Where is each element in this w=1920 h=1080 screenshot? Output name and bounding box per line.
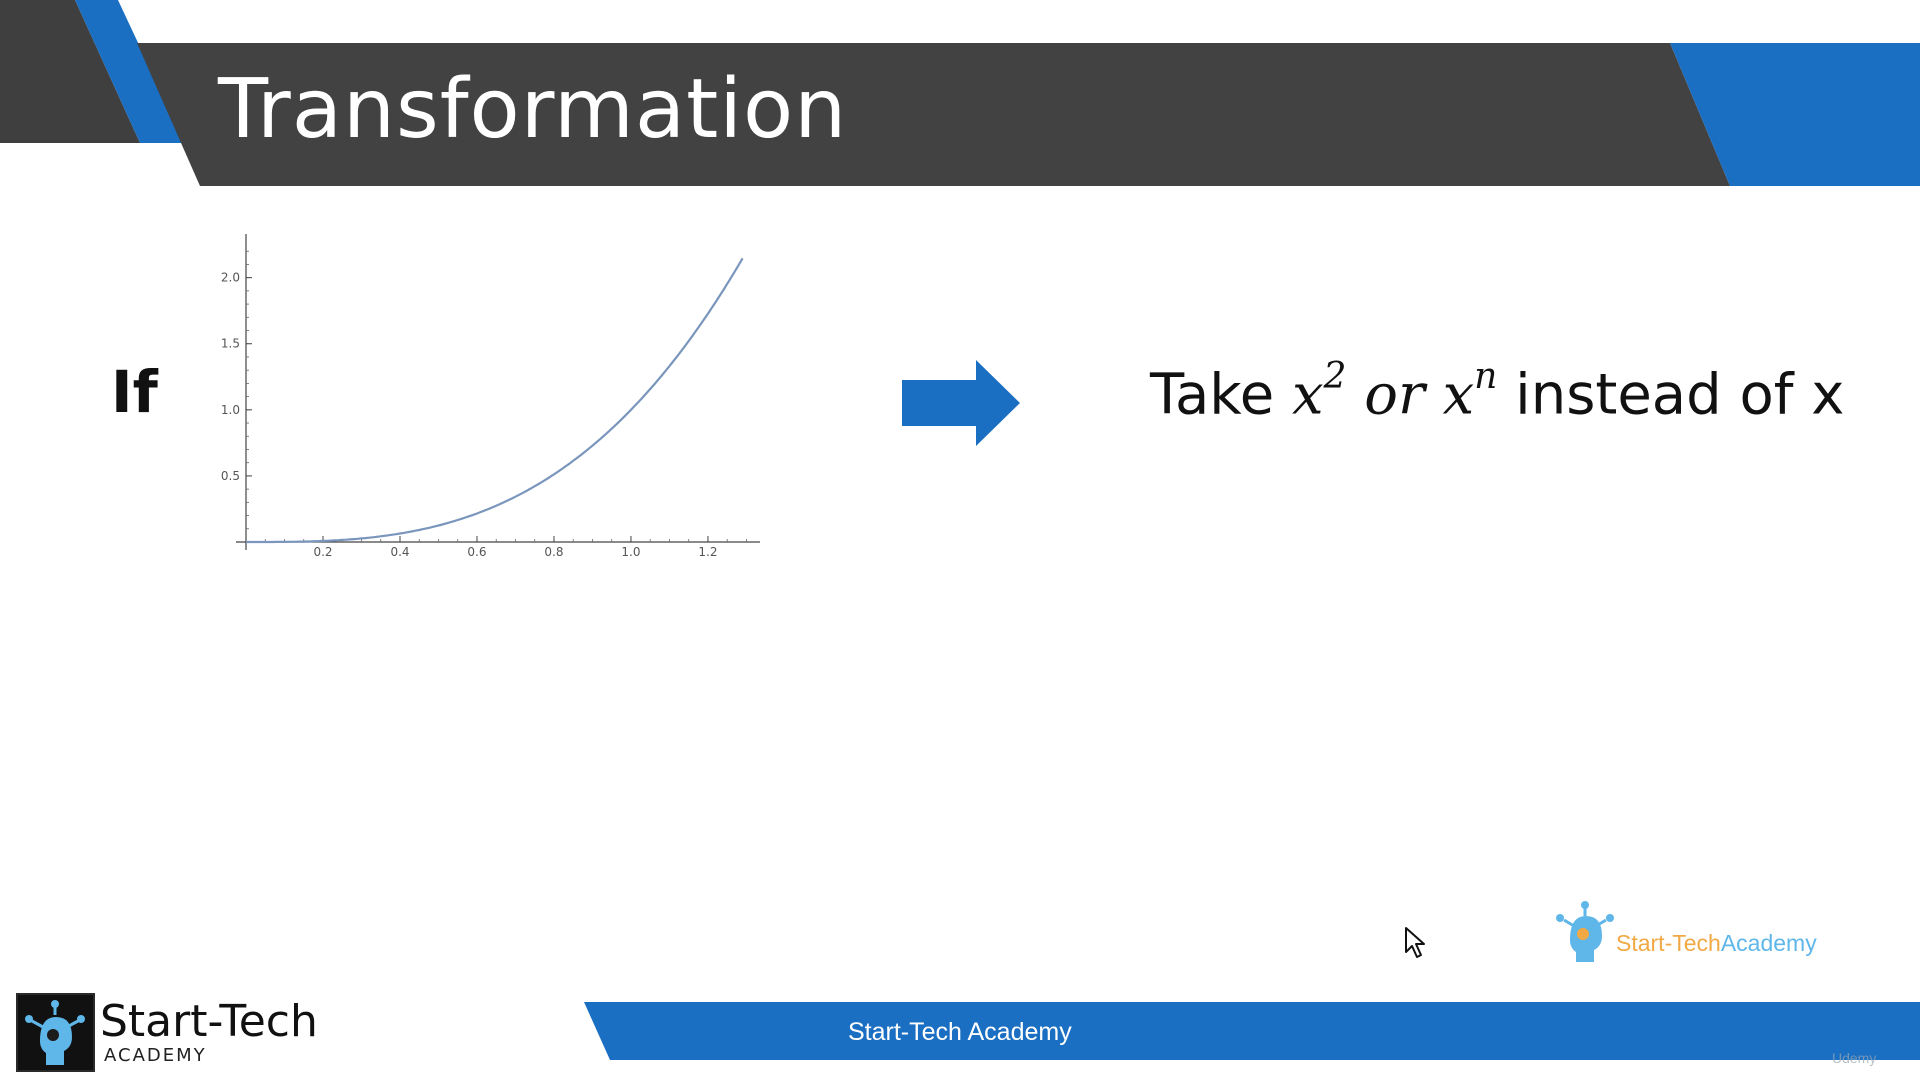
x-tick-label: 1.2 xyxy=(698,545,717,559)
x-tick-label: 0.8 xyxy=(544,545,563,559)
y-tick-label: 1.0 xyxy=(221,403,240,417)
x-tick-label: 0.2 xyxy=(313,545,332,559)
x-variable-1: x xyxy=(1291,362,1324,428)
header-band xyxy=(0,0,1920,190)
corner-logo-part2: Academy xyxy=(1720,930,1817,956)
footer-logo-name: Start-Tech xyxy=(100,996,318,1047)
series-line xyxy=(246,257,744,544)
exponent-n: n xyxy=(1474,356,1498,397)
exponent-2: 2 xyxy=(1323,356,1347,397)
footer-logo-sub: ACADEMY xyxy=(104,1045,207,1066)
footer-logo xyxy=(16,993,95,1072)
statement-tail: instead of x xyxy=(1515,362,1845,428)
x-tick-label: 0.6 xyxy=(467,545,486,559)
if-label: If xyxy=(111,358,158,426)
robot-head-logo-icon xyxy=(1556,901,1614,962)
mouse-cursor-icon xyxy=(1405,927,1425,958)
corner-logo-part1: Start-Tech xyxy=(1616,930,1721,956)
power-curve-chart: 0.2 0.4 0.6 0.8 1.0 1.2 0.5 1.0 1.5 2.0 xyxy=(221,234,760,559)
y-tick-label: 0.5 xyxy=(221,469,240,483)
chart-ticks: 0.2 0.4 0.6 0.8 1.0 1.2 0.5 1.0 1.5 2.0 xyxy=(221,271,718,559)
x-tick-label: 1.0 xyxy=(621,545,640,559)
or-word: or xyxy=(1364,362,1425,428)
transformation-statement: Take x2 or xn instead of x xyxy=(1150,356,1845,428)
footer-text: Start-Tech Academy xyxy=(848,1018,1072,1046)
take-word: Take xyxy=(1150,362,1275,428)
x-variable-2: x xyxy=(1442,362,1475,428)
y-tick-label: 2.0 xyxy=(221,271,240,285)
footer-band xyxy=(584,1002,1920,1060)
robot-head-logo-icon xyxy=(25,1000,85,1065)
corner-logo-text: Start-TechAcademy xyxy=(1616,930,1817,957)
x-tick-label: 0.4 xyxy=(390,545,409,559)
udemy-watermark: Udemy xyxy=(1832,1050,1877,1066)
chart-series xyxy=(245,251,747,544)
chart-axes xyxy=(236,234,760,550)
slide-title: Transformation xyxy=(218,62,848,157)
y-tick-label: 1.5 xyxy=(221,337,240,351)
right-arrow-icon xyxy=(902,360,1020,446)
